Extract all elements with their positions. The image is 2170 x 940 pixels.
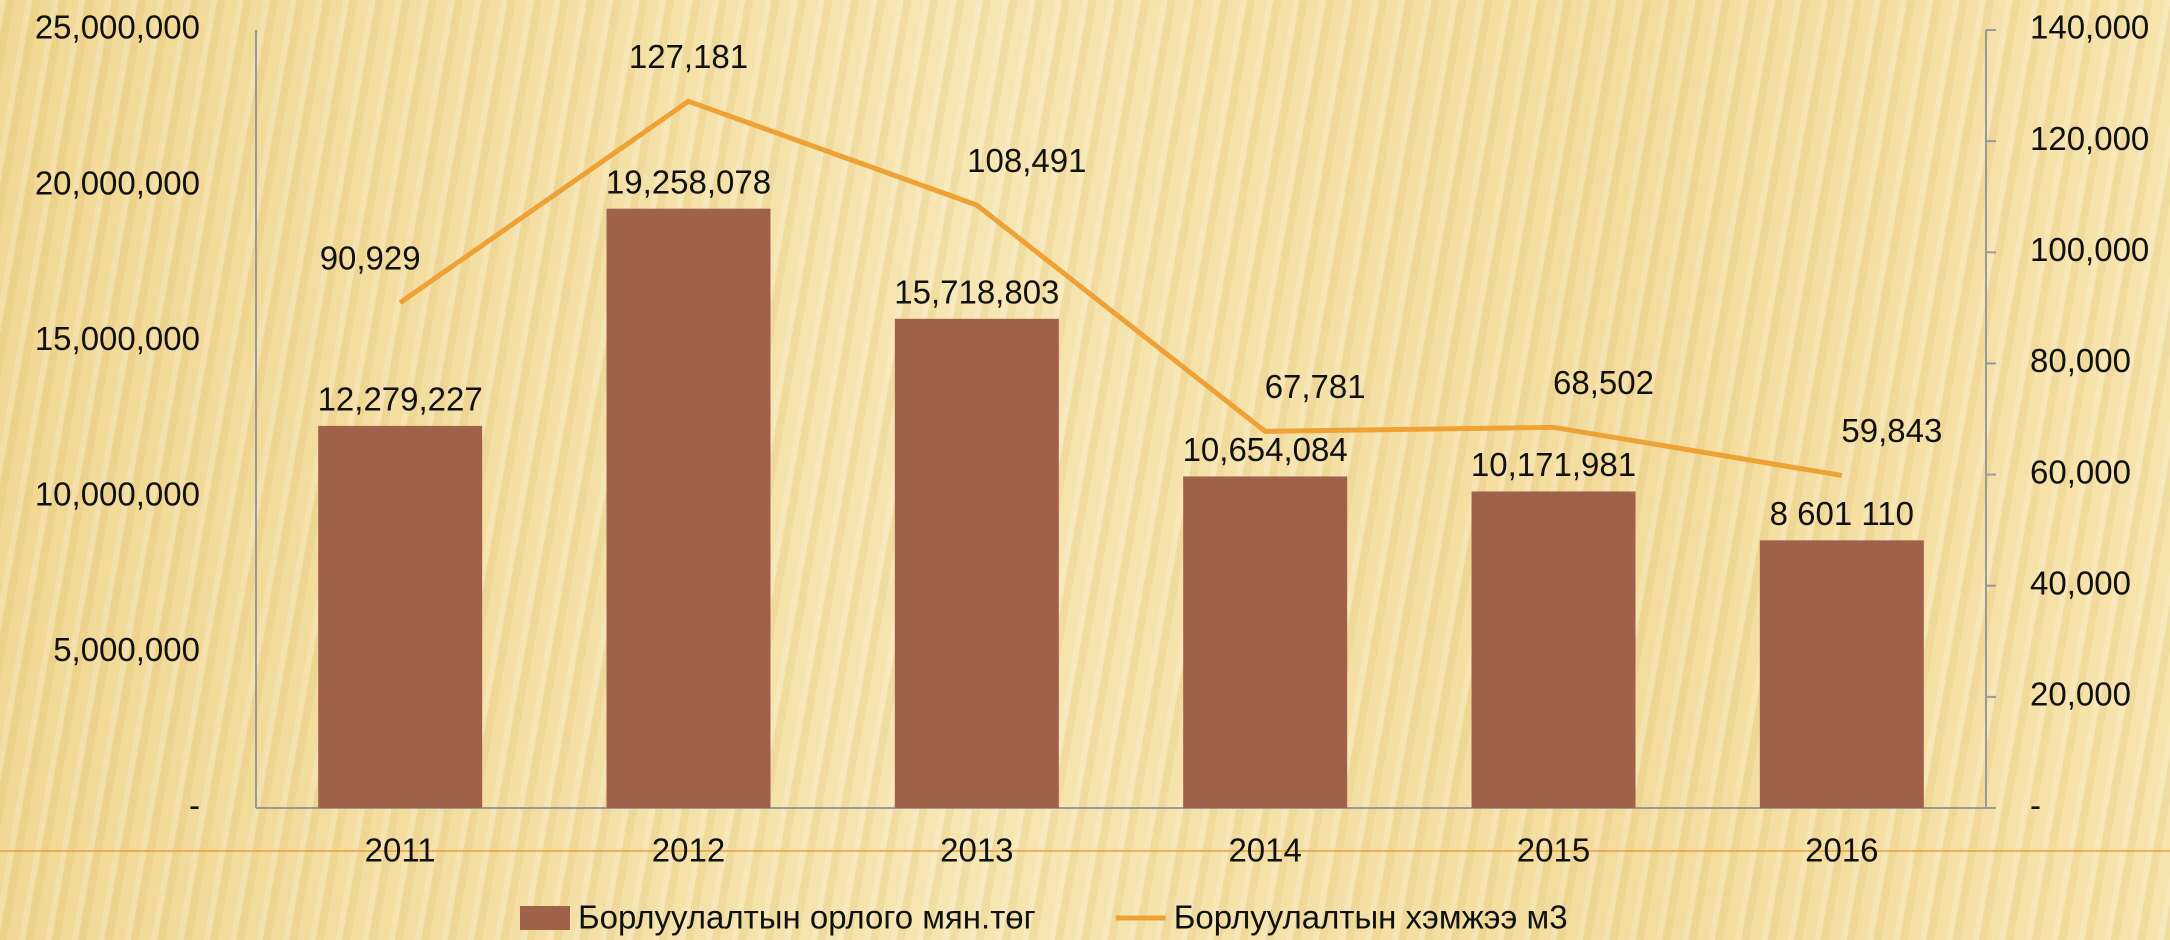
x-tick-label: 2012 <box>652 832 725 869</box>
x-tick-label: 2016 <box>1805 832 1878 869</box>
bar <box>1471 491 1636 808</box>
bar-label: 15,718,803 <box>894 274 1059 311</box>
y-tick-label: 20,000,000 <box>35 164 200 201</box>
line-label: 59,843 <box>1841 412 1942 449</box>
line-label: 127,181 <box>629 38 748 75</box>
bar <box>606 208 771 809</box>
bar-label: 10,654,084 <box>1183 431 1348 468</box>
bar <box>1759 540 1924 808</box>
bar <box>894 318 1059 808</box>
bar <box>318 425 483 808</box>
y2-tick-label: 40,000 <box>2030 564 2131 601</box>
y2-tick-label: 80,000 <box>2030 342 2131 379</box>
line-label: 67,781 <box>1265 368 1366 405</box>
line-label: 68,502 <box>1553 364 1654 401</box>
line <box>398 98 1843 478</box>
x-tick-label: 2015 <box>1517 832 1590 869</box>
bar-label: 19,258,078 <box>606 163 771 200</box>
y2-tick-label: 20,000 <box>2030 676 2131 713</box>
line-label: 90,929 <box>320 239 421 276</box>
bar-label: 12,279,227 <box>318 381 483 418</box>
y2-tick-label: - <box>2030 787 2041 824</box>
y2-tick-label: 120,000 <box>2030 120 2149 157</box>
legend-label: Борлуулалтын орлого мян.төг <box>578 899 1036 936</box>
y-tick-label: 10,000,000 <box>35 476 200 513</box>
y-tick-label: - <box>189 787 200 824</box>
x-tick-label: 2011 <box>365 832 436 869</box>
bar <box>1183 476 1348 808</box>
x-tick-label: 2013 <box>940 832 1013 869</box>
legend-label: Борлуулалтын хэмжээ м3 <box>1174 899 1568 936</box>
line-label: 108,491 <box>967 142 1086 179</box>
y-tick-label: 5,000,000 <box>53 631 200 668</box>
y2-tick-label: 140,000 <box>2030 9 2149 46</box>
bar-label: 8 601 110 <box>1770 495 1914 532</box>
y-tick-label: 25,000,000 <box>35 9 200 46</box>
y2-tick-label: 100,000 <box>2030 231 2149 268</box>
y2-tick-label: 60,000 <box>2030 453 2131 490</box>
y-tick-label: 15,000,000 <box>35 320 200 357</box>
legend-swatch <box>520 906 570 930</box>
bar-label: 10,171,981 <box>1471 446 1636 483</box>
x-tick-label: 2014 <box>1228 832 1301 869</box>
